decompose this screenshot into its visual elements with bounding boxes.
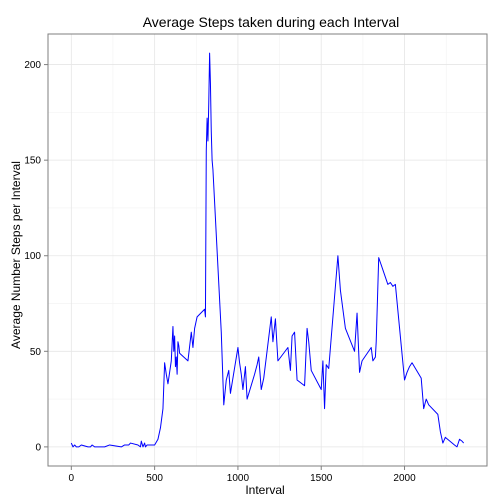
y-tick-label: 0 (35, 442, 41, 453)
minor-gridlines (48, 34, 487, 466)
x-tick-label: 0 (69, 473, 75, 484)
y-tick-label: 150 (24, 156, 41, 167)
x-tick-label: 1500 (310, 473, 333, 484)
y-tick-label: 50 (30, 347, 42, 358)
series-line (70, 52, 465, 448)
x-tick-label: 1000 (227, 473, 250, 484)
y-axis-ticks: 0 50 100 150 200 (24, 60, 48, 453)
x-tick-label: 500 (146, 473, 163, 484)
y-tick-label: 200 (24, 60, 41, 71)
major-gridlines (48, 34, 487, 466)
plot-frame (47, 33, 488, 467)
y-axis-label: Average Number Steps per Interval (9, 161, 23, 349)
x-axis-label: Interval (245, 483, 284, 497)
x-axis-ticks: 0 500 1000 1500 2000 (69, 466, 416, 484)
chart-title: Average Steps taken during each Interval (143, 14, 400, 30)
y-tick-label: 100 (24, 251, 41, 262)
x-tick-label: 2000 (393, 473, 416, 484)
